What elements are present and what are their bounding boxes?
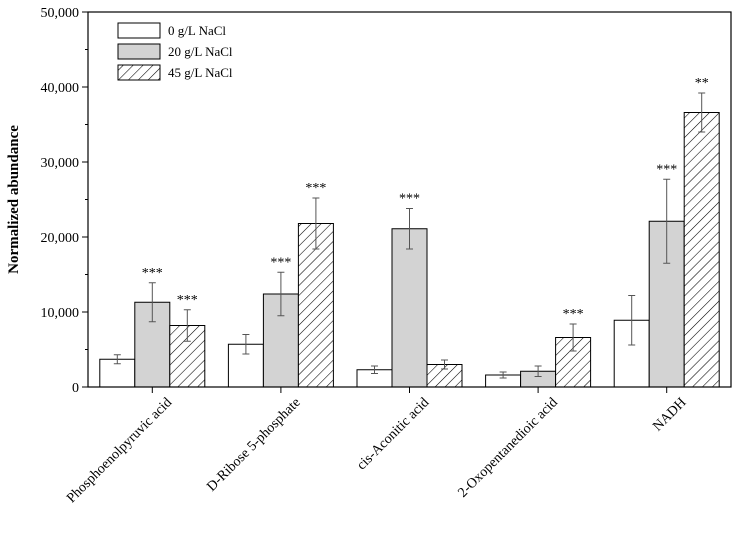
bar-2-1	[391, 228, 428, 388]
y-tick-label: 0	[72, 381, 79, 396]
y-tick-label: 50,000	[41, 6, 80, 21]
legend-swatch-0	[117, 22, 161, 39]
legend-swatch-1	[117, 43, 161, 60]
significance-label: ***	[656, 162, 677, 177]
y-tick-label: 30,000	[41, 156, 80, 171]
y-tick-label: 40,000	[41, 81, 80, 96]
significance-label: ***	[177, 293, 198, 308]
x-tick-label: D-Ribose 5-phosphate	[204, 395, 303, 494]
significance-label: ***	[399, 192, 420, 207]
legend-label: 20 g/L NaCl	[168, 44, 233, 59]
significance-label: ***	[270, 255, 291, 270]
significance-label: ***	[305, 181, 326, 196]
significance-label: **	[695, 76, 709, 91]
legend-label: 45 g/L NaCl	[168, 65, 233, 80]
y-tick-label: 10,000	[41, 306, 80, 321]
x-tick-label: NADH	[650, 395, 689, 434]
x-tick-label: Phosphoenolpyruvic acid	[64, 395, 175, 506]
y-tick-label: 20,000	[41, 231, 80, 246]
legend-label: 0 g/L NaCl	[168, 23, 226, 38]
significance-label: ***	[142, 266, 163, 281]
legend-swatch-2	[117, 64, 161, 81]
x-tick-label: cis-Aconitic acid	[354, 395, 432, 473]
significance-label: ***	[563, 307, 584, 322]
x-tick-label: 2-Oxopentanedioic acid	[455, 395, 560, 500]
y-axis-title: Normalized abundance	[6, 125, 22, 274]
bar-4-2	[683, 112, 720, 388]
